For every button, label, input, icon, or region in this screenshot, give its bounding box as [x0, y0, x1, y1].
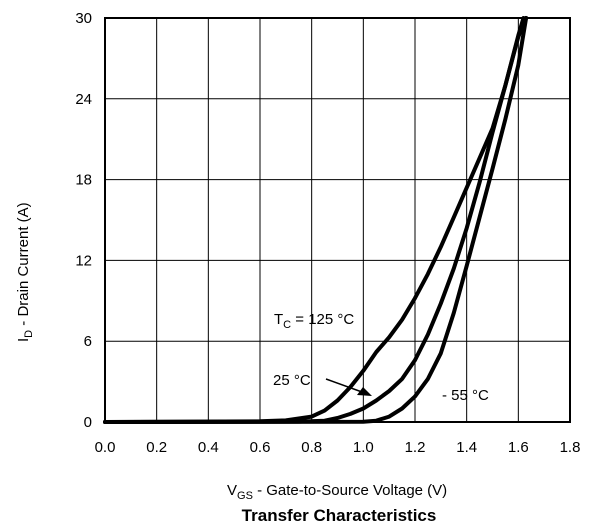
- series-line-125c: [103, 16, 526, 424]
- y-axis-title: ID - Drain Current (A): [15, 202, 35, 342]
- y-tick-label: 24: [75, 91, 92, 108]
- grid-lines: [104, 17, 571, 423]
- plot-frame: [104, 17, 571, 423]
- y-tick-label: 0: [84, 414, 92, 431]
- annotation-tc-125: TC = 125 °C: [274, 311, 354, 331]
- y-tick-label: 30: [75, 10, 92, 27]
- x-tick-label: 1.2: [405, 439, 426, 456]
- x-tick-label: 1.8: [560, 439, 581, 456]
- y-tick-label: 12: [75, 252, 92, 269]
- x-tick-label: 0.6: [250, 439, 271, 456]
- y-tick-label: 18: [75, 172, 92, 189]
- series-line-minus-55c: [103, 16, 529, 424]
- x-axis-title: VGS - Gate-to-Source Voltage (V): [227, 482, 447, 502]
- chart-caption: Transfer Characteristics: [242, 506, 437, 525]
- y-tick-label: 6: [84, 333, 92, 350]
- y-tick-labels: 0 6 12 18 24 30: [75, 10, 92, 431]
- series-line-25c: [103, 16, 529, 424]
- x-tick-label: 0.2: [146, 439, 167, 456]
- x-tick-label: 1.6: [508, 439, 529, 456]
- x-tick-label: 0.0: [95, 439, 116, 456]
- x-tick-labels: 0.0 0.2 0.4 0.6 0.8 1.0 1.2 1.4 1.6 1.8: [95, 439, 581, 456]
- x-tick-label: 0.4: [198, 439, 219, 456]
- annotation-25c: 25 °C: [273, 372, 311, 389]
- x-tick-label: 1.4: [456, 439, 477, 456]
- series-lines: [103, 16, 529, 424]
- annotation-minus-55c: - 55 °C: [442, 387, 489, 404]
- annotation-arrow: [325, 378, 372, 396]
- x-tick-label: 1.0: [353, 439, 374, 456]
- x-tick-label: 0.8: [301, 439, 322, 456]
